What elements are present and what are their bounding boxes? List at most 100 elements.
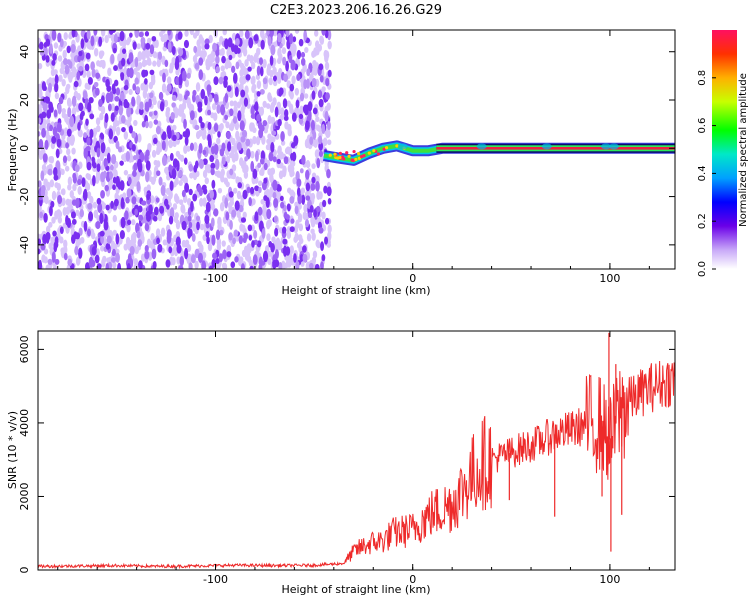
noise-speck [267, 63, 272, 71]
colorbar-tick-label: 0.8 [697, 70, 708, 86]
noise-speck [178, 265, 184, 269]
noise-speck [207, 109, 212, 116]
noise-speck [316, 157, 321, 169]
signal-hotspot [340, 155, 345, 159]
noise-speck [166, 83, 172, 93]
noise-speck [105, 92, 111, 104]
noise-speck [39, 41, 44, 50]
noise-speck [211, 234, 216, 246]
noise-speck [49, 155, 55, 164]
noise-speck [259, 124, 265, 132]
noise-speck [290, 218, 295, 224]
noise-speck [62, 49, 67, 59]
noise-speck [133, 258, 139, 266]
noise-speck [62, 155, 68, 163]
noise-speck [258, 263, 263, 269]
noise-speck [297, 213, 303, 223]
noise-speck [109, 164, 114, 171]
noise-speck [216, 104, 221, 114]
noise-speck [256, 90, 261, 97]
noise-speck [80, 110, 85, 117]
noise-speck [257, 162, 262, 169]
noise-speck [93, 81, 99, 88]
noise-speck [157, 212, 163, 222]
noise-speck [153, 119, 159, 125]
noise-speck [47, 82, 53, 93]
noise-speck [105, 243, 111, 250]
colorbar-tick-label: 0.4 [697, 165, 708, 181]
noise-speck [126, 105, 131, 118]
noise-speck [166, 125, 172, 136]
noise-speck [310, 183, 316, 191]
noise-speck [87, 76, 93, 85]
noise-speck [143, 78, 148, 85]
noise-speck [49, 43, 53, 54]
noise-speck [229, 108, 234, 117]
noise-speck [38, 238, 42, 245]
noise-speck [123, 84, 129, 91]
noise-speck [246, 243, 252, 251]
noise-speck [294, 107, 299, 113]
noise-speck [302, 104, 309, 114]
noise-speck [217, 131, 221, 138]
noise-speck [306, 78, 310, 89]
noise-speck [137, 133, 142, 143]
noise-speck [318, 227, 324, 234]
noise-speck [145, 42, 151, 50]
noise-speck [220, 47, 225, 57]
noise-speck [112, 214, 118, 223]
noise-speck [327, 69, 332, 78]
noise-speck [188, 163, 194, 172]
noise-speck [115, 126, 121, 136]
noise-speck [188, 188, 193, 196]
noise-speck [52, 264, 58, 269]
noise-speck [297, 203, 302, 210]
noise-speck [41, 111, 47, 119]
noise-speck [273, 197, 279, 209]
noise-speck [104, 184, 109, 192]
noise-speck [193, 45, 198, 54]
snr-y-tick-label: 0 [18, 567, 31, 574]
noise-speck [89, 113, 95, 120]
noise-speck [159, 205, 165, 214]
noise-speck [232, 187, 238, 194]
noise-speck [240, 217, 247, 223]
noise-speck [83, 220, 88, 232]
noise-speck [57, 32, 62, 43]
noise-speck [215, 66, 220, 73]
noise-speck [71, 106, 77, 116]
noise-speck [171, 168, 177, 180]
noise-speck [262, 58, 267, 69]
noise-speck [248, 259, 254, 267]
noise-speck [152, 137, 158, 145]
noise-speck [272, 97, 277, 106]
noise-speck [327, 224, 332, 234]
noise-speck [307, 101, 313, 112]
noise-speck [303, 30, 307, 41]
noise-speck [145, 171, 150, 183]
noise-speck [305, 182, 311, 192]
noise-speck [243, 171, 249, 179]
noise-speck [161, 140, 166, 151]
noise-speck [305, 169, 310, 180]
noise-speck [285, 258, 291, 267]
noise-speck [318, 63, 324, 71]
noise-speck [246, 186, 251, 194]
noise-speck [133, 67, 138, 75]
noise-speck [62, 57, 69, 66]
noise-speck [169, 207, 175, 219]
noise-speck [51, 251, 56, 263]
noise-speck [72, 175, 77, 184]
noise-speck [187, 227, 192, 239]
noise-speck [248, 234, 253, 241]
noise-speck [148, 120, 153, 129]
noise-speck [54, 74, 59, 85]
noise-speck [305, 160, 311, 169]
noise-speck [45, 225, 51, 234]
noise-speck [126, 188, 132, 198]
noise-speck [155, 197, 160, 203]
noise-speck [132, 155, 138, 161]
spectrogram-x-tick-label: -100 [203, 272, 228, 285]
noise-speck [100, 50, 105, 57]
noise-speck [235, 130, 240, 141]
